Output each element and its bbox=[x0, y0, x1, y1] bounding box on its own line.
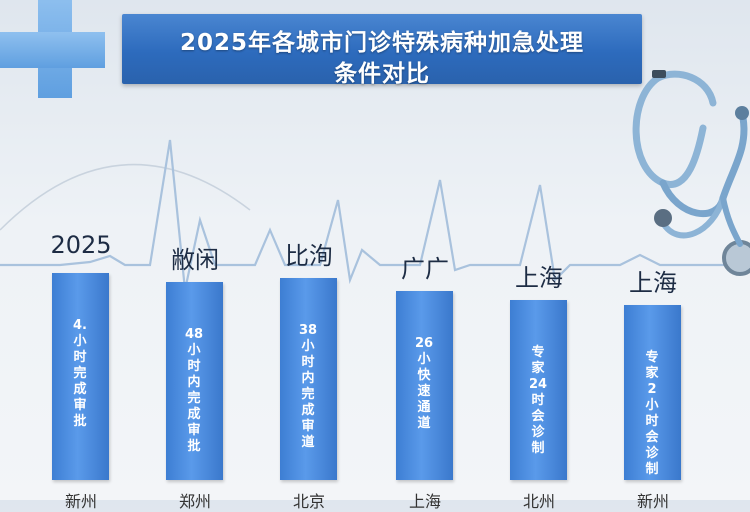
bottom-label-4: 北州 bbox=[522, 492, 555, 511]
bottom-label-0: 新州 bbox=[64, 492, 97, 511]
bar-2 bbox=[280, 277, 337, 480]
stethoscope-icon bbox=[632, 70, 750, 276]
category-label-2: 比洵 bbox=[285, 241, 333, 270]
bottom-label-3: 上海 bbox=[408, 492, 441, 511]
bar-4 bbox=[510, 300, 567, 480]
category-label-1: 敝闲 bbox=[171, 246, 219, 274]
bar-text-1: 48小时内完成审批 bbox=[184, 327, 204, 454]
bottom-label-2: 北京 bbox=[292, 492, 325, 511]
bar-1 bbox=[166, 282, 223, 480]
bar-text-2: 38小时内完成审道 bbox=[298, 322, 318, 450]
bar-text-5: 专家2小时会诊制 bbox=[645, 349, 659, 477]
bar-text-3: 26小快速通道 bbox=[414, 336, 434, 431]
bar-5 bbox=[624, 304, 681, 480]
category-label-5: 上海 bbox=[629, 268, 677, 297]
category-label-3: 广广 bbox=[401, 255, 449, 283]
chart-title-line1: 2025年各城市门诊特殊病种加急处理 bbox=[179, 30, 584, 56]
ecg-wave-decoration bbox=[0, 139, 750, 291]
bar-0 bbox=[52, 273, 109, 480]
category-label-0: 2025 bbox=[50, 231, 112, 259]
medical-cross-icon bbox=[0, 0, 105, 98]
bottom-label-5: 新州 bbox=[636, 492, 669, 511]
category-label-4: 上海 bbox=[515, 264, 563, 292]
title-banner: 2025年各城市门诊特殊病种加急处理 条件对比 bbox=[122, 14, 642, 87]
bottom-label-1: 郑州 bbox=[178, 492, 211, 511]
bar-text-0: 4.小时完成审批 bbox=[73, 318, 87, 429]
bar-text-4: 专家24时会诊制 bbox=[528, 345, 548, 456]
bar-chart: 2025 4.小时完成审批新州 敝闲 48小时内完成审批郑州 比洵 38小时内完成审道北京… bbox=[50, 231, 681, 511]
bar-3 bbox=[396, 291, 453, 480]
chart-title-line2: 条件对比 bbox=[334, 61, 430, 87]
